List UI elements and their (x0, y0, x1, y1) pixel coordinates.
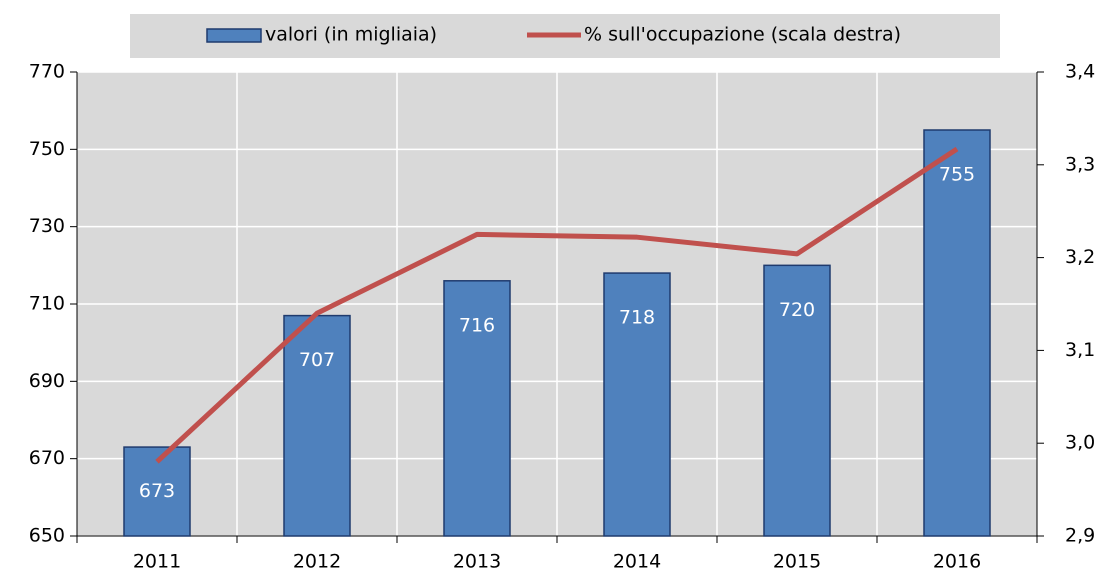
y-tick-label: 650 (29, 525, 65, 547)
y2-tick-label: 3,3 (1065, 153, 1095, 175)
y2-tick-label: 2,9 (1065, 525, 1095, 547)
data-label: 720 (779, 299, 815, 321)
y2-tick-label: 3,4 (1065, 61, 1095, 83)
bar (123, 446, 191, 537)
bar (923, 129, 991, 537)
legend-label: % sull'occupazione (scala destra) (584, 24, 901, 46)
y-tick-label: 730 (29, 215, 65, 237)
y2-tick-label: 3,0 (1065, 432, 1095, 454)
legend-label: valori (in migliaia) (265, 24, 437, 46)
x-tick-label: 2014 (613, 551, 661, 573)
bar (763, 264, 831, 537)
data-label: 755 (939, 164, 975, 186)
data-label: 707 (299, 349, 335, 371)
data-label: 673 (139, 480, 175, 502)
x-tick-label: 2012 (293, 551, 341, 573)
data-label: 718 (619, 307, 655, 329)
y2-tick-label: 3,2 (1065, 246, 1095, 268)
y-tick-label: 750 (29, 138, 65, 160)
y-tick-label: 690 (29, 370, 65, 392)
x-tick-label: 2011 (133, 551, 181, 573)
x-tick-label: 2013 (453, 551, 501, 573)
line (155, 146, 959, 464)
y-tick-label: 710 (29, 293, 65, 315)
bar (603, 272, 671, 537)
bar (283, 314, 351, 537)
y2-tick-label: 3,1 (1065, 339, 1095, 361)
y-tick-label: 770 (29, 61, 65, 83)
y-tick-label: 670 (29, 447, 65, 469)
bar (443, 280, 511, 537)
data-label: 716 (459, 314, 495, 336)
x-tick-label: 2016 (933, 551, 981, 573)
legend-swatch (206, 28, 262, 43)
x-tick-label: 2015 (773, 551, 821, 573)
